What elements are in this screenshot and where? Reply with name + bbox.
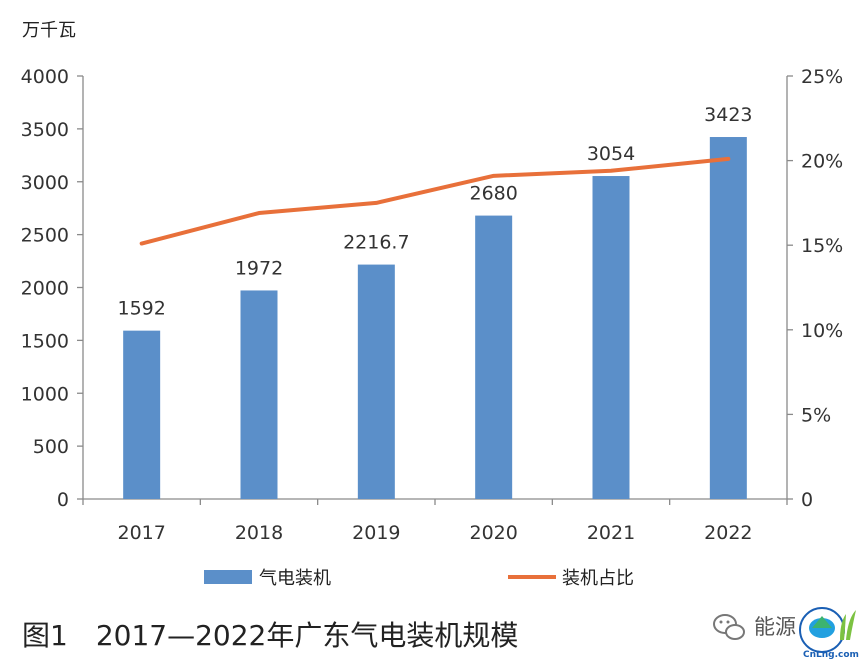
y-left-tick-label: 2000: [21, 278, 69, 300]
bar: [123, 330, 161, 499]
x-tick-label: 2020: [469, 522, 517, 544]
bar-value-label: 1972: [235, 257, 283, 279]
bar: [240, 290, 278, 499]
y-left-tick-label: 1000: [21, 383, 69, 405]
y-axis-unit-label: 万千瓦: [22, 20, 76, 41]
bar-value-label: 3423: [704, 104, 752, 126]
bar-series: [123, 137, 747, 500]
watermark: 能源 CnLng.com: [713, 607, 859, 660]
bar-value-label: 1592: [117, 298, 165, 320]
y-right-tick-label: 20%: [801, 151, 843, 173]
x-tick-label: 2022: [704, 522, 752, 544]
wechat-icon: [713, 614, 745, 640]
line-path: [139, 156, 731, 246]
bar: [475, 215, 513, 499]
bar-value-label: 3054: [587, 143, 635, 165]
y-right-tick-label: 25%: [801, 66, 843, 88]
y-left-tick-label: 4000: [21, 66, 69, 88]
watermark-text: 能源: [754, 615, 796, 639]
axes: 0 500 1000 1500 2000 2500 3000 3500 4000 0 5% 10% 15…: [21, 66, 844, 544]
legend-swatch-bar: [204, 570, 252, 584]
bar-value-label: 2680: [469, 183, 517, 205]
x-tick-label: 2019: [352, 522, 400, 544]
data-labels: 1592 1972 2216.7 2680 3054 3423: [117, 104, 752, 320]
y-right-tick-label: 10%: [801, 320, 843, 342]
y-left-tick-label: 2500: [21, 225, 69, 247]
watermark-logo-text: CnLng.com: [803, 650, 859, 660]
y-left-tick-label: 3500: [21, 119, 69, 141]
legend-label-bar: 气电装机: [259, 568, 331, 589]
y-left-tick-label: 3000: [21, 172, 69, 194]
cnlng-logo: CnLng.com: [799, 607, 859, 660]
bar: [357, 264, 395, 499]
x-tick-label: 2017: [117, 522, 165, 544]
line-series: [139, 156, 731, 246]
bar: [709, 137, 747, 499]
y-left-tick-label: 0: [57, 489, 69, 511]
bar-value-label: 2216.7: [343, 232, 409, 254]
y-right-tick-label: 5%: [801, 404, 831, 426]
bar: [592, 176, 630, 500]
x-tick-label: 2021: [587, 522, 635, 544]
y-left-tick-label: 500: [33, 436, 69, 458]
y-left-tick-label: 1500: [21, 330, 69, 352]
x-tick-label: 2018: [235, 522, 283, 544]
legend-label-line: 装机占比: [562, 568, 634, 589]
y-right-tick-label: 15%: [801, 235, 843, 257]
figure-caption: 图1 2017—2022年广东气电装机规模: [22, 619, 518, 652]
legend: 气电装机 装机占比: [204, 568, 634, 589]
y-right-tick-label: 0: [801, 489, 813, 511]
